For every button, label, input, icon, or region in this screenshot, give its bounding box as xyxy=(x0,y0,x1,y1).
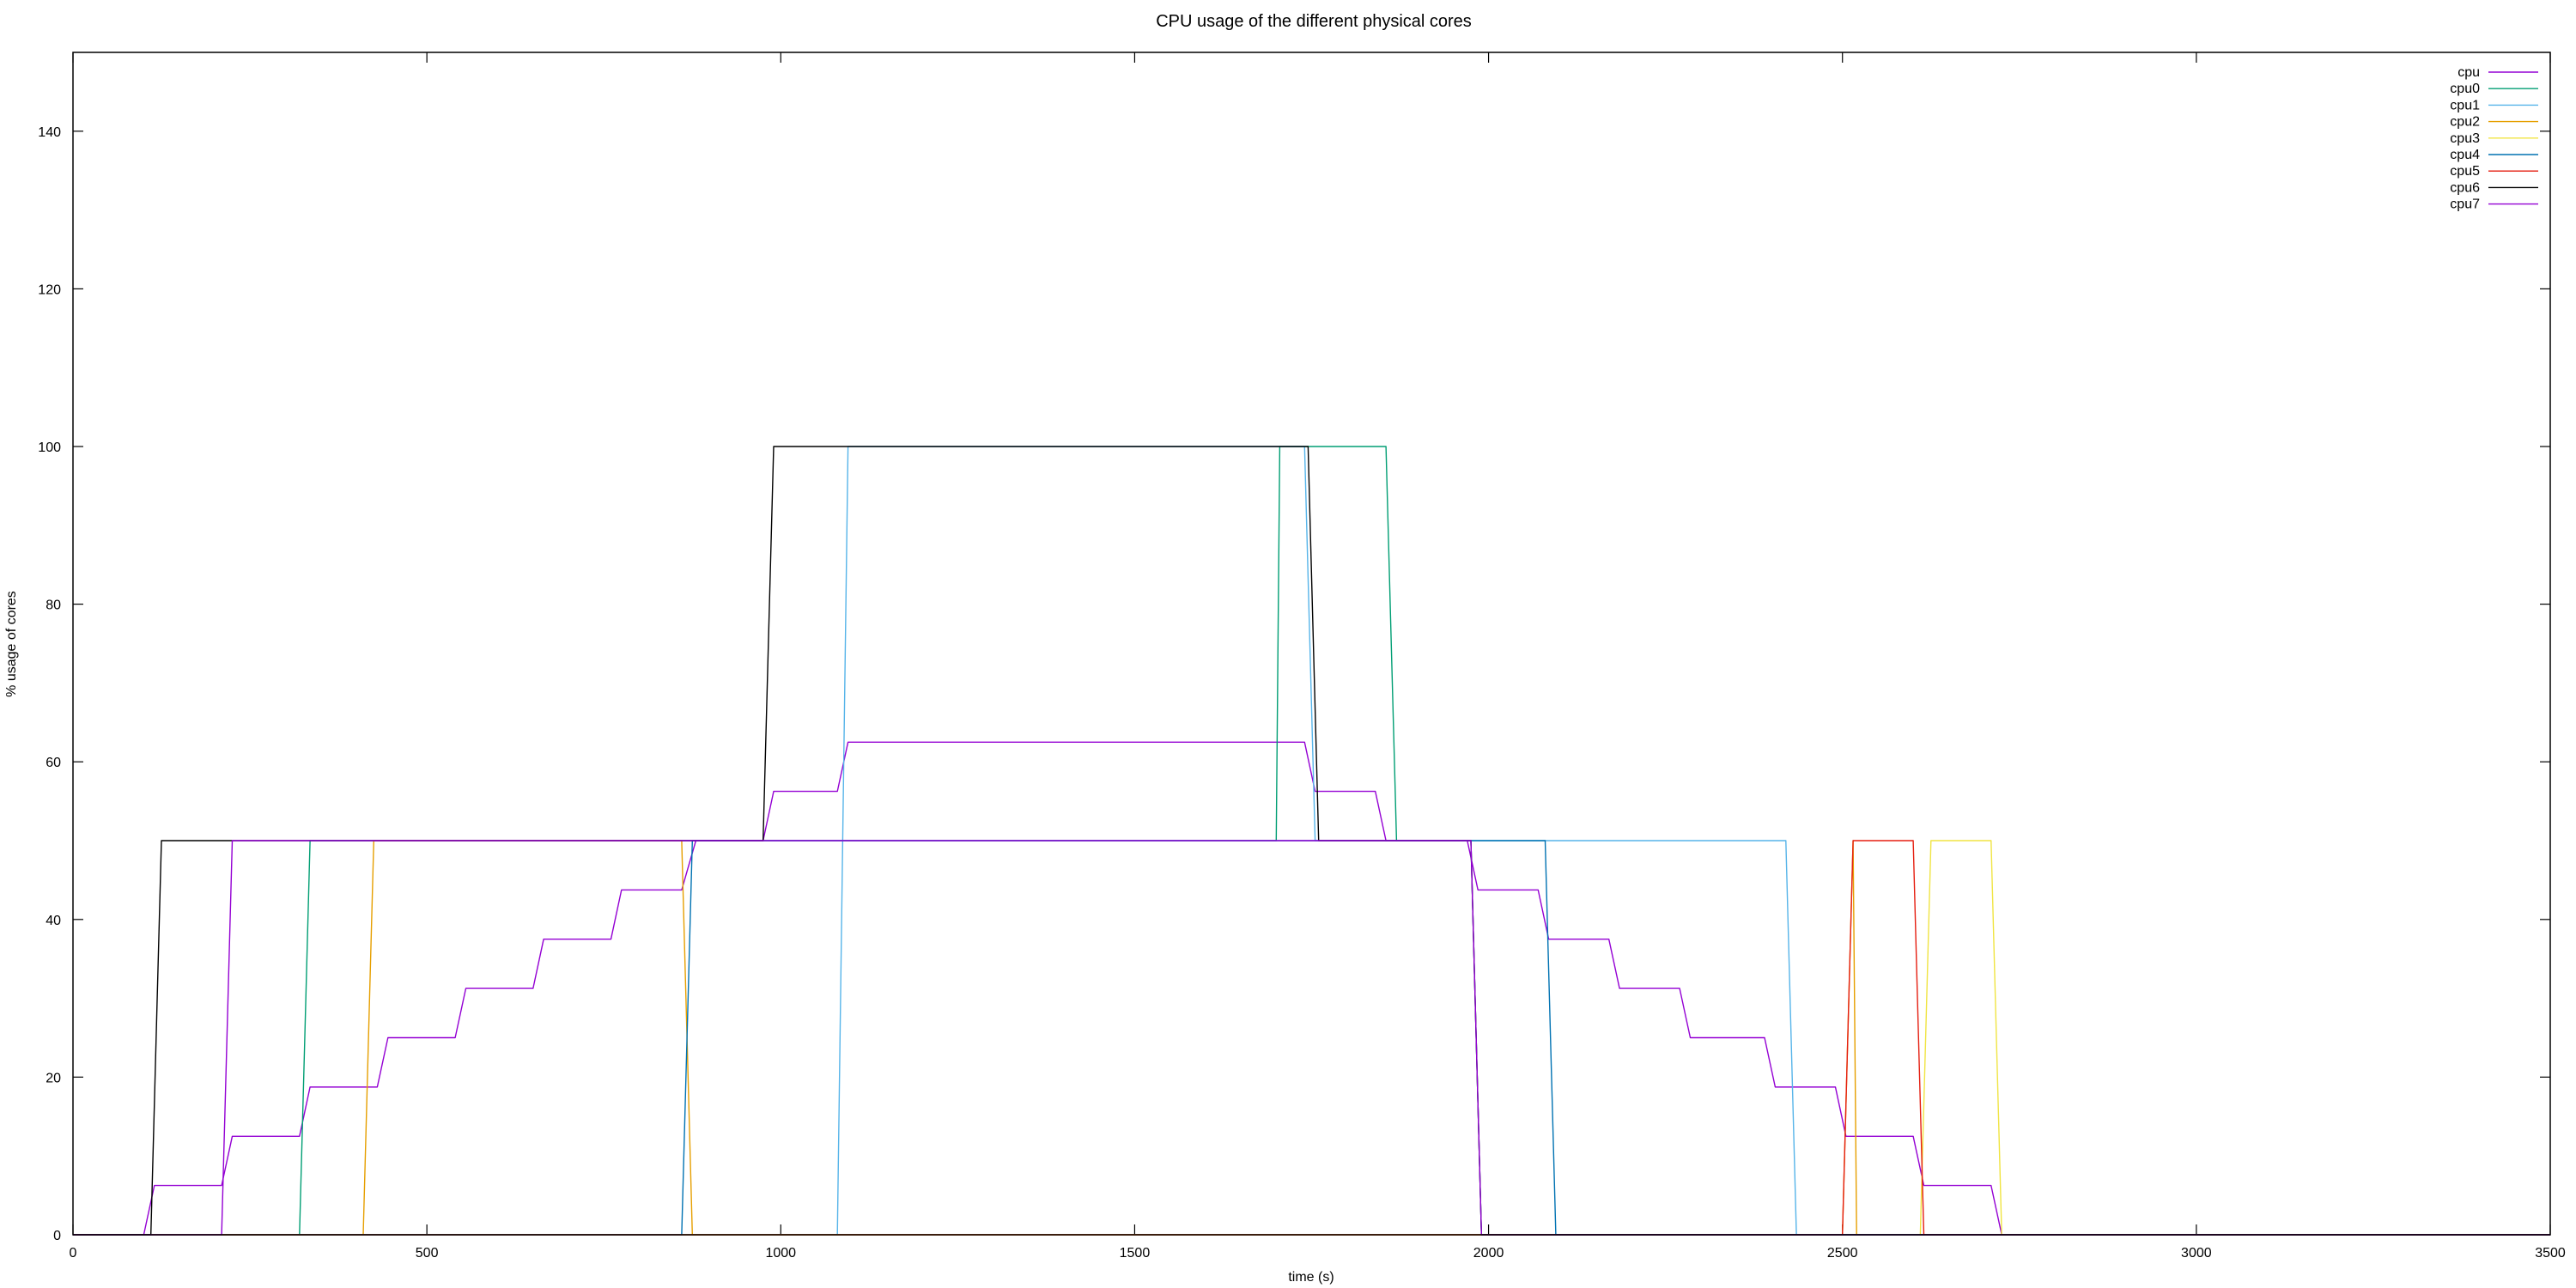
legend-label-cpu2: cpu2 xyxy=(2450,115,2480,130)
y-tick-label: 80 xyxy=(46,598,61,613)
y-tick-label: 0 xyxy=(53,1229,61,1243)
legend-label-cpu: cpu xyxy=(2458,65,2480,80)
plot-frame xyxy=(72,52,2551,1236)
series-line-cpu1 xyxy=(73,446,2550,1236)
x-tick-label: 3500 xyxy=(2535,1246,2566,1261)
legend-label-cpu4: cpu4 xyxy=(2450,148,2480,162)
y-axis-label: % usage of cores xyxy=(4,591,19,697)
x-tick-label: 2000 xyxy=(1473,1246,1504,1261)
x-axis-label: time (s) xyxy=(1288,1270,1334,1285)
legend-label-cpu1: cpu1 xyxy=(2450,98,2480,112)
chart-title: CPU usage of the different physical core… xyxy=(1156,12,1472,31)
legend-label-cpu3: cpu3 xyxy=(2450,131,2480,146)
x-tick-label: 1500 xyxy=(1120,1246,1151,1261)
axis-ticks: 0 500 1000 1500 2000 2500 3000 3500 0 20 40 60 80 100… xyxy=(38,52,2566,1261)
legend-label-cpu6: cpu6 xyxy=(2450,180,2480,195)
y-tick-label: 120 xyxy=(38,283,61,297)
y-tick-label: 20 xyxy=(46,1071,61,1085)
x-tick-label: 0 xyxy=(70,1246,77,1261)
x-tick-label: 3000 xyxy=(2181,1246,2212,1261)
x-tick-label: 500 xyxy=(416,1246,439,1261)
y-tick-label: 140 xyxy=(38,125,61,140)
y-tick-label: 100 xyxy=(38,440,61,455)
x-tick-label: 1000 xyxy=(765,1246,796,1261)
y-tick-label: 40 xyxy=(46,914,61,928)
series-line-cpu xyxy=(73,741,2550,1236)
legend-label-cpu5: cpu5 xyxy=(2450,164,2480,179)
series-lines xyxy=(73,446,2550,1236)
legend-label-cpu7: cpu7 xyxy=(2450,197,2480,212)
x-tick-label: 2500 xyxy=(1827,1246,1858,1261)
legend-label-cpu0: cpu0 xyxy=(2450,82,2480,96)
y-tick-label: 60 xyxy=(46,756,61,770)
